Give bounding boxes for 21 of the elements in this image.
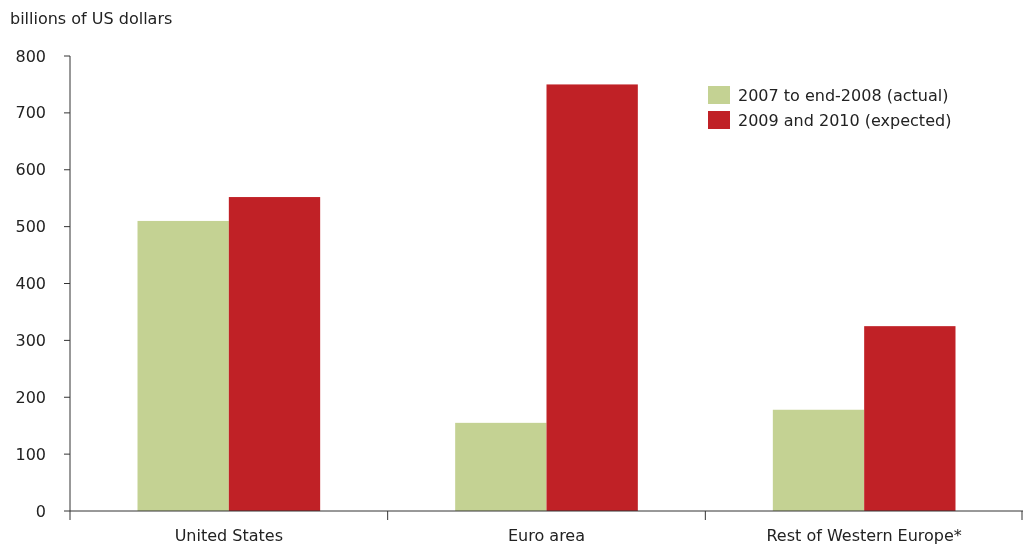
- x-tick-label: United States: [174, 526, 284, 545]
- y-tick-label: 100: [15, 444, 46, 464]
- bar: [228, 197, 321, 511]
- legend-label: 2007 to end-2008 (actual): [738, 85, 949, 105]
- legend-label: 2009 and 2010 (expected): [738, 110, 952, 130]
- y-tick-label: 700: [15, 103, 46, 123]
- bar: [137, 220, 229, 511]
- y-tick-label: 0: [35, 501, 46, 521]
- bar: [772, 409, 865, 511]
- y-tick-label: 500: [15, 217, 46, 237]
- bar: [864, 326, 956, 511]
- x-tick-label: Rest of Western Europe*: [766, 526, 962, 545]
- y-tick-label: 200: [15, 387, 46, 407]
- bar: [455, 422, 547, 511]
- y-axis-title: billions of US dollars: [10, 9, 173, 28]
- y-tick-label: 300: [15, 330, 46, 350]
- y-tick-label: 800: [15, 46, 46, 66]
- y-tick-label: 600: [15, 160, 46, 180]
- y-tick-label: 400: [15, 274, 46, 294]
- bar: [546, 84, 638, 511]
- x-tick-label: Euro area: [507, 526, 586, 545]
